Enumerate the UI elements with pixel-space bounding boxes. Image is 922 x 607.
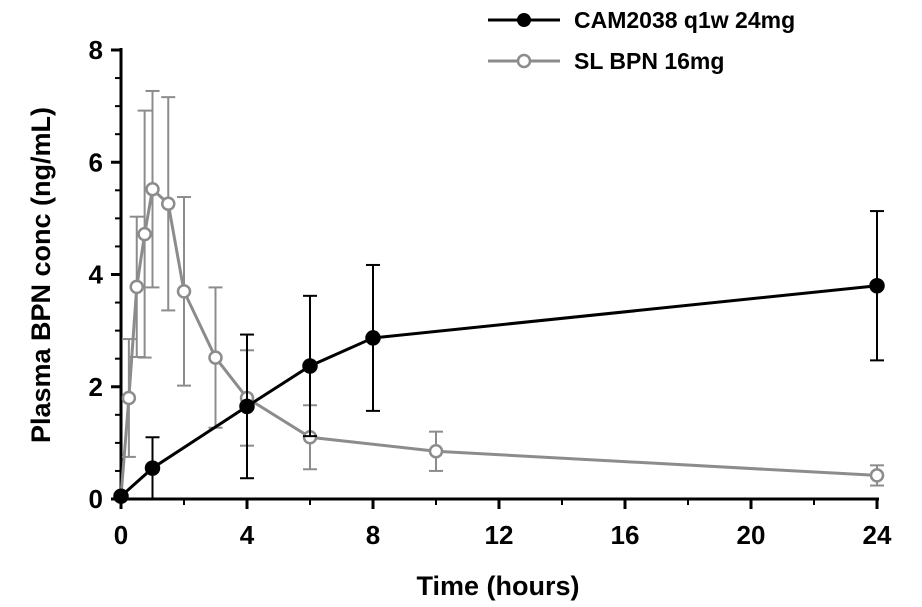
data-point	[161, 196, 176, 212]
data-point	[144, 460, 161, 476]
x-tick-label: 12	[485, 520, 514, 550]
legend-label: CAM2038 q1w 24mg	[574, 7, 795, 33]
y-tick-label: 4	[89, 260, 104, 290]
series-line	[119, 186, 878, 497]
data-point	[137, 226, 152, 242]
data-point	[239, 398, 255, 415]
series-line	[120, 284, 878, 498]
series-layer	[113, 89, 885, 504]
y-axis-title: Plasma BPN conc (ng/mL)	[26, 107, 56, 443]
data-point	[365, 330, 381, 346]
x-tick-label: 0	[114, 520, 128, 550]
data-point	[176, 284, 192, 299]
data-point	[302, 358, 318, 374]
y-tick-label: 8	[89, 35, 103, 65]
data-point	[869, 468, 885, 483]
x-axis-title: Time (hours)	[416, 571, 579, 601]
legend-label: SL BPN 16mg	[574, 48, 724, 74]
data-point	[129, 279, 144, 295]
data-point	[121, 390, 137, 406]
data-point	[428, 444, 444, 459]
y-tick-label: 2	[89, 372, 103, 402]
y-tick-label: 0	[89, 484, 103, 514]
x-tick-label: 16	[611, 520, 640, 550]
x-tick-label: 4	[240, 520, 255, 550]
x-tick-label: 20	[737, 520, 766, 550]
data-point	[113, 488, 129, 504]
y-tick-label: 6	[89, 147, 103, 177]
series-1	[113, 89, 885, 504]
x-tick-label: 24	[863, 520, 892, 550]
data-point	[208, 350, 223, 365]
data-point	[145, 181, 160, 197]
series-0	[113, 210, 885, 504]
legend-marker	[517, 13, 531, 27]
data-point	[869, 277, 885, 294]
legend: CAM2038 q1w 24mg SL BPN 16mg	[488, 7, 795, 74]
x-tick-label: 8	[366, 520, 380, 550]
legend-marker	[516, 53, 532, 69]
